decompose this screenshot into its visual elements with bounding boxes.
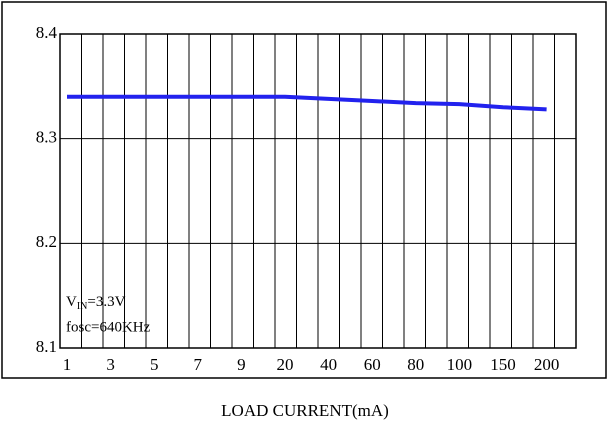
x-tick-label: 3 xyxy=(106,355,115,374)
annotation-part: V xyxy=(66,294,77,310)
annotation-subscript: IN xyxy=(77,301,88,312)
x-axis-label: LOAD CURRENT(mA) xyxy=(221,401,389,420)
x-tick-label: 40 xyxy=(320,355,337,374)
data-line xyxy=(67,94,547,112)
y-tick-label: 8.4 xyxy=(36,23,58,42)
x-tick-label: 100 xyxy=(447,355,473,374)
x-tick-label: 150 xyxy=(490,355,516,374)
frame xyxy=(1,1,607,379)
x-tick-label: 200 xyxy=(534,355,560,374)
y-tick-label: 8.1 xyxy=(36,337,57,356)
annotation: fosc=640KHz xyxy=(66,319,151,335)
x-tick-label: 1 xyxy=(63,355,72,374)
y-tick-label: 8.3 xyxy=(36,128,57,147)
annotation: VIN=3.3V xyxy=(66,294,126,312)
x-tick-label: 5 xyxy=(150,355,159,374)
y-tick-label: 8.2 xyxy=(36,232,57,251)
annotation-part: =3.3V xyxy=(87,294,125,310)
x-tick-label: 20 xyxy=(277,355,294,374)
x-tick-label: 7 xyxy=(194,355,203,374)
x-tick-label: 80 xyxy=(407,355,424,374)
x-tick-label: 60 xyxy=(364,355,381,374)
x-tick-label: 9 xyxy=(237,355,246,374)
